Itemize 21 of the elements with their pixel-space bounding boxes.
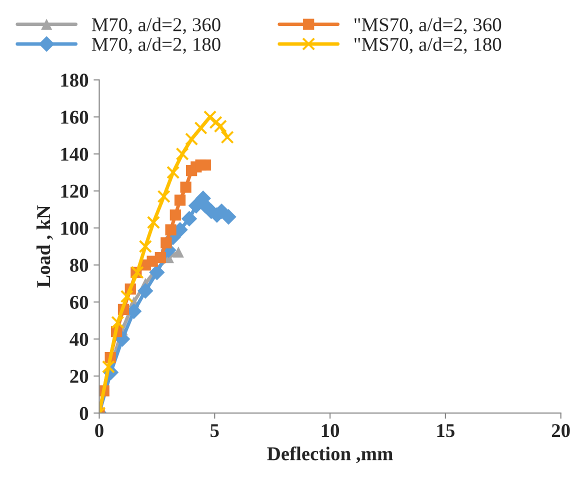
y-tick-label: 180	[61, 74, 88, 87]
legend-label: "MS70, a/d=2, 180	[354, 37, 502, 54]
legend-label: "MS70, a/d=2, 360	[354, 18, 502, 34]
y-tick-label: 20	[70, 370, 88, 383]
y-tick-label: 140	[61, 148, 88, 161]
y-tick-label: 80	[70, 258, 88, 272]
y-tick-label: 0	[80, 406, 88, 420]
x-tick-label: 0	[95, 424, 104, 438]
y-axis-title: Load , kN	[36, 205, 53, 288]
y-tick-label: 60	[70, 296, 88, 309]
x-tick-label: 15	[437, 424, 454, 438]
x-tick-label: 10	[322, 424, 340, 438]
legend-label: M70, a/d=2, 180	[92, 37, 220, 54]
y-tick-label: 160	[61, 110, 88, 124]
y-tick-label: 120	[61, 184, 88, 198]
x-axis-title: Deflection ,mm	[267, 446, 393, 464]
y-tick-label: 100	[61, 222, 88, 235]
y-tick-label: 40	[70, 332, 88, 346]
x-tick-label: 5	[210, 424, 219, 438]
legend-label: M70, a/d=2, 360	[92, 18, 220, 34]
x-tick-label: 20	[552, 424, 570, 438]
